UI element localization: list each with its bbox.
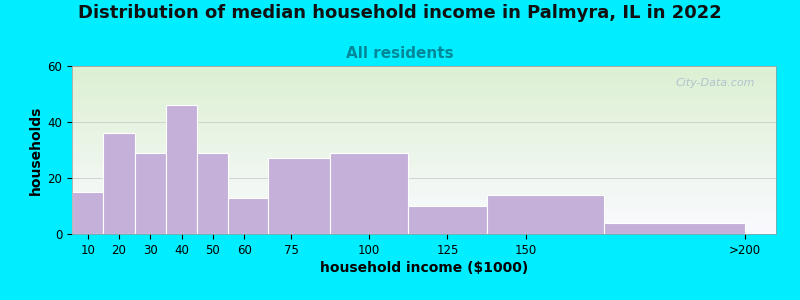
Text: All residents: All residents xyxy=(346,46,454,62)
Text: City-Data.com: City-Data.com xyxy=(675,78,755,88)
Bar xyxy=(408,206,486,234)
Y-axis label: households: households xyxy=(30,105,43,195)
Bar xyxy=(267,158,330,234)
Bar xyxy=(72,192,103,234)
X-axis label: household income ($1000): household income ($1000) xyxy=(320,261,528,275)
Bar xyxy=(103,133,134,234)
Text: Distribution of median household income in Palmyra, IL in 2022: Distribution of median household income … xyxy=(78,4,722,22)
Bar xyxy=(134,153,166,234)
Bar xyxy=(229,198,267,234)
Bar xyxy=(330,153,408,234)
Bar xyxy=(486,195,604,234)
Bar xyxy=(197,153,229,234)
Bar xyxy=(604,223,745,234)
Bar xyxy=(166,105,197,234)
